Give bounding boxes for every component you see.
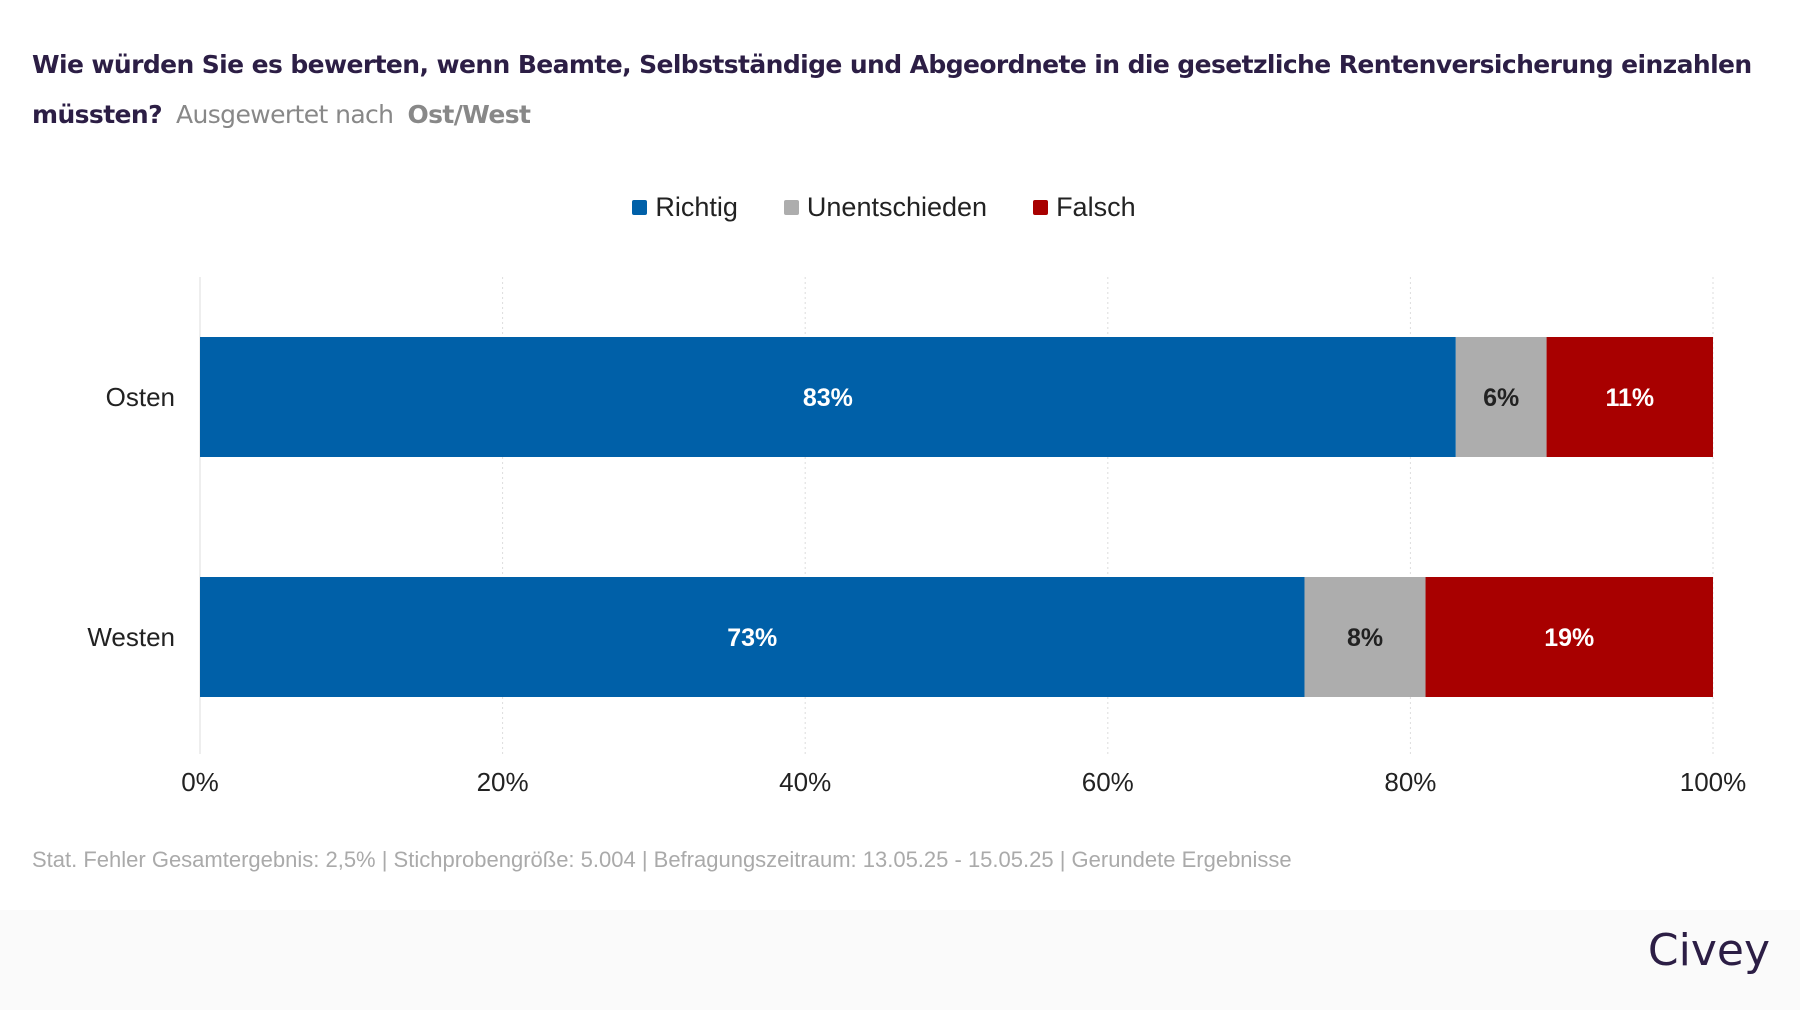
- x-tick-label: 60%: [1082, 767, 1134, 797]
- group-selector[interactable]: Ost/West: [407, 100, 531, 129]
- civey-logo: Civey: [1647, 925, 1770, 976]
- subtitle: Ausgewertet nach: [176, 100, 394, 129]
- legend-swatch: [632, 200, 648, 215]
- bar-segment-falsch: [1546, 337, 1713, 457]
- bar-segment-unentschieden: [1455, 337, 1547, 457]
- x-tick-label: 100%: [1680, 767, 1747, 797]
- legend-item-richtig[interactable]: Richtig: [632, 192, 738, 223]
- bar-segment-richtig: [200, 337, 1456, 457]
- data-label: 8%: [1347, 624, 1383, 652]
- chart-title: Wie würden Sie es bewerten, wenn Beamte,…: [32, 40, 1772, 140]
- legend-label: Unentschieden: [806, 192, 988, 222]
- data-label: 11%: [1605, 384, 1654, 412]
- x-tick-label: 20%: [477, 767, 529, 797]
- data-label: 6%: [1483, 384, 1519, 412]
- legend-item-falsch[interactable]: Falsch: [1033, 192, 1136, 223]
- data-label: 73%: [727, 624, 777, 652]
- bar-segment-richtig: [200, 577, 1305, 697]
- legend-swatch: [1033, 200, 1049, 215]
- y-category-label: Westen: [87, 622, 175, 652]
- x-tick-label: 0%: [181, 767, 219, 797]
- legend-label: Falsch: [1056, 192, 1136, 222]
- footer-band: [0, 910, 1800, 1010]
- y-category-label: Osten: [106, 382, 175, 412]
- data-label: 83%: [803, 384, 853, 412]
- bar-segment-unentschieden: [1304, 577, 1426, 697]
- chart-area: 0% 20% 40% 60% 80% 100% Osten 83% 6% 11% Westen 73%…: [87, 277, 1747, 797]
- bar-segment-falsch: [1425, 577, 1713, 697]
- legend-item-unentschieden[interactable]: Unentschieden: [783, 192, 988, 223]
- question: Wie würden Sie es bewerten, wenn Beamte,…: [32, 50, 1752, 129]
- x-tick-label: 40%: [779, 767, 831, 797]
- data-label: 19%: [1544, 624, 1594, 652]
- legend: Richtig Unentschieden Falsch: [0, 192, 1784, 223]
- footnote: Stat. Fehler Gesamtergebnis: 2,5% | Stic…: [32, 847, 1292, 872]
- legend-swatch: [783, 200, 799, 215]
- x-tick-label: 80%: [1384, 767, 1436, 797]
- legend-label: Richtig: [655, 192, 738, 222]
